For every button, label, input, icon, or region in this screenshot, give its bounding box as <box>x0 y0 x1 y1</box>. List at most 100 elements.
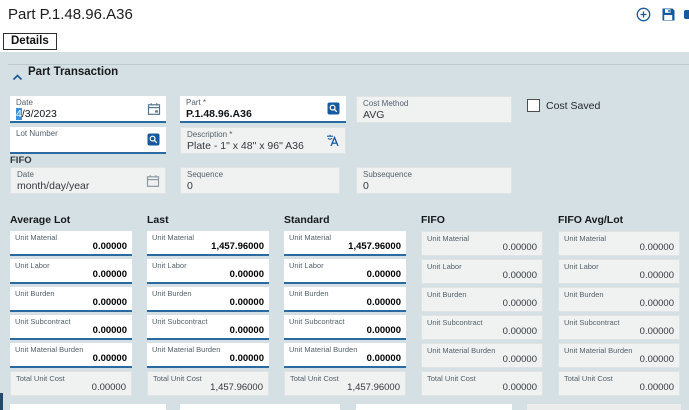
field-value: 0.00000 <box>639 382 674 393</box>
section-title: Part Transaction <box>28 66 119 78</box>
field-label: Unit Labor <box>15 261 50 270</box>
field-label: Unit Subcontract <box>15 317 71 326</box>
cost-field[interactable]: Unit Labor 0.00000 <box>147 259 269 284</box>
cost-column-fifo: FIFO Unit Material 0.00000 Unit Labor 0.0000… <box>421 214 543 399</box>
date-field[interactable]: Date 4/3/2023 <box>10 96 166 123</box>
calendar-icon <box>146 174 160 188</box>
field-value: 0.00000 <box>229 269 264 280</box>
save-button[interactable] <box>661 7 676 22</box>
content-panel: Part Transaction Date 4/3/2023 Part * P.… <box>0 52 689 410</box>
cost-field: Unit Material Burden 0.00000 <box>421 343 543 368</box>
field-value: 0.00000 <box>366 325 401 336</box>
cost-column-average-lot: Average Lot Unit Material 0.00000 Unit Labo… <box>10 214 132 399</box>
cost-field[interactable]: Unit Material Burden 0.00000 <box>147 343 269 368</box>
cost-saved-checkbox[interactable] <box>527 99 540 112</box>
field-value: 1,457.96000 <box>347 382 400 393</box>
field-value: 0.00000 <box>91 382 126 393</box>
cost-field[interactable]: Unit Subcontract 0.00000 <box>284 315 406 340</box>
save-icon <box>661 7 676 22</box>
field-label: Sequence <box>187 170 224 179</box>
field-value: 0.00000 <box>229 353 264 364</box>
field-value: 0.00000 <box>502 354 537 365</box>
tab-details[interactable]: Details <box>3 33 57 50</box>
field-label: Unit Labor <box>152 261 187 270</box>
field-value: 0.00000 <box>229 297 264 308</box>
cost-field[interactable]: Unit Subcontract 0.00000 <box>147 315 269 340</box>
next-row-field-stub <box>356 404 512 410</box>
subsequence-field: Subsequence 0 <box>356 167 512 194</box>
cost-field[interactable]: Unit Burden 0.00000 <box>10 287 132 312</box>
calendar-icon[interactable] <box>147 102 161 116</box>
cost-field[interactable]: Unit Burden 0.00000 <box>284 287 406 312</box>
part-field[interactable]: Part * P.1.48.96.A36 <box>180 96 346 123</box>
chevron-up-icon[interactable] <box>12 69 23 81</box>
cost-column-title: Last <box>147 214 169 226</box>
cost-saved-label: Cost Saved <box>546 100 601 112</box>
title-bar: Part P.1.48.96.A36 Details <box>0 0 689 52</box>
field-value: 0.00000 <box>639 270 674 281</box>
field-label: Date <box>16 98 33 107</box>
field-label: Unit Material Burden <box>15 345 84 354</box>
fifo-group-label: FIFO <box>10 155 32 166</box>
cost-field: Total Unit Cost 1,457.96000 <box>147 371 269 396</box>
field-value: 0.00000 <box>92 325 127 336</box>
field-label: Unit Burden <box>564 290 604 299</box>
field-label: Date <box>17 170 34 179</box>
field-label: Unit Labor <box>564 262 599 271</box>
field-value: 0.00000 <box>92 353 127 364</box>
cost-field[interactable]: Unit Material 1,457.96000 <box>284 231 406 256</box>
field-label: Unit Material Burden <box>427 346 496 355</box>
cost-method-field: Cost Method AVG <box>356 96 512 123</box>
new-record-button[interactable] <box>636 7 651 22</box>
field-label: Total Unit Cost <box>564 374 613 383</box>
cost-field: Unit Labor 0.00000 <box>421 259 543 284</box>
field-label: Description * <box>187 130 233 139</box>
field-value: 0.00000 <box>502 382 537 393</box>
field-value: 1,457.96000 <box>211 241 264 252</box>
field-label: Unit Subcontract <box>289 317 345 326</box>
cost-field: Total Unit Cost 0.00000 <box>558 371 680 396</box>
cost-field: Unit Subcontract 0.00000 <box>421 315 543 340</box>
field-value: 0.00000 <box>366 269 401 280</box>
cost-field[interactable]: Unit Labor 0.00000 <box>284 259 406 284</box>
field-label: Unit Material <box>15 233 58 242</box>
cost-field[interactable]: Unit Material Burden 0.00000 <box>10 343 132 368</box>
cost-field[interactable]: Unit Material 1,457.96000 <box>147 231 269 256</box>
translate-icon[interactable] <box>326 134 340 148</box>
cost-field[interactable]: Unit Material Burden 0.00000 <box>284 343 406 368</box>
field-label: Unit Material <box>564 234 607 243</box>
cost-field[interactable]: Unit Material 0.00000 <box>10 231 132 256</box>
fifo-date-field: Date month/day/year <box>10 167 166 194</box>
cost-field[interactable]: Unit Subcontract 0.00000 <box>10 315 132 340</box>
field-label: Unit Material <box>289 233 332 242</box>
next-row-field-stub <box>527 404 681 410</box>
cost-column-fifo-avg-lot: FIFO Avg/Lot Unit Material 0.00000 Unit Lab… <box>558 214 680 399</box>
field-label: Unit Material Burden <box>564 346 633 355</box>
cost-field: Unit Material 0.00000 <box>558 231 680 256</box>
cost-field[interactable]: Unit Labor 0.00000 <box>10 259 132 284</box>
field-label: Unit Subcontract <box>564 318 620 327</box>
description-field: Description * Plate - 1" x 48" x 96" A36 <box>180 127 346 154</box>
field-label: Unit Material <box>427 234 470 243</box>
peek-icon[interactable] <box>147 133 161 147</box>
selected-text: 4 <box>16 108 22 120</box>
cost-field: Unit Burden 0.00000 <box>558 287 680 312</box>
field-value: 0.00000 <box>639 354 674 365</box>
clipped-icon[interactable] <box>684 10 689 19</box>
peek-icon[interactable] <box>327 102 341 116</box>
field-value: 0.00000 <box>502 298 537 309</box>
field-label: Unit Burden <box>152 289 192 298</box>
field-label: Unit Burden <box>427 290 467 299</box>
field-placeholder: month/day/year <box>17 180 90 192</box>
edge-bar <box>0 393 3 410</box>
field-value: 0.00000 <box>92 297 127 308</box>
field-value: 1,457.96000 <box>348 241 401 252</box>
field-label: Total Unit Cost <box>427 374 476 383</box>
cost-field: Unit Material Burden 0.00000 <box>558 343 680 368</box>
lot-number-field[interactable]: Lot Number <box>10 127 166 154</box>
field-label: Unit Material Burden <box>289 345 358 354</box>
cost-field[interactable]: Unit Burden 0.00000 <box>147 287 269 312</box>
cost-field: Unit Labor 0.00000 <box>558 259 680 284</box>
field-value: 0.00000 <box>229 325 264 336</box>
field-value: 0 <box>187 180 193 192</box>
